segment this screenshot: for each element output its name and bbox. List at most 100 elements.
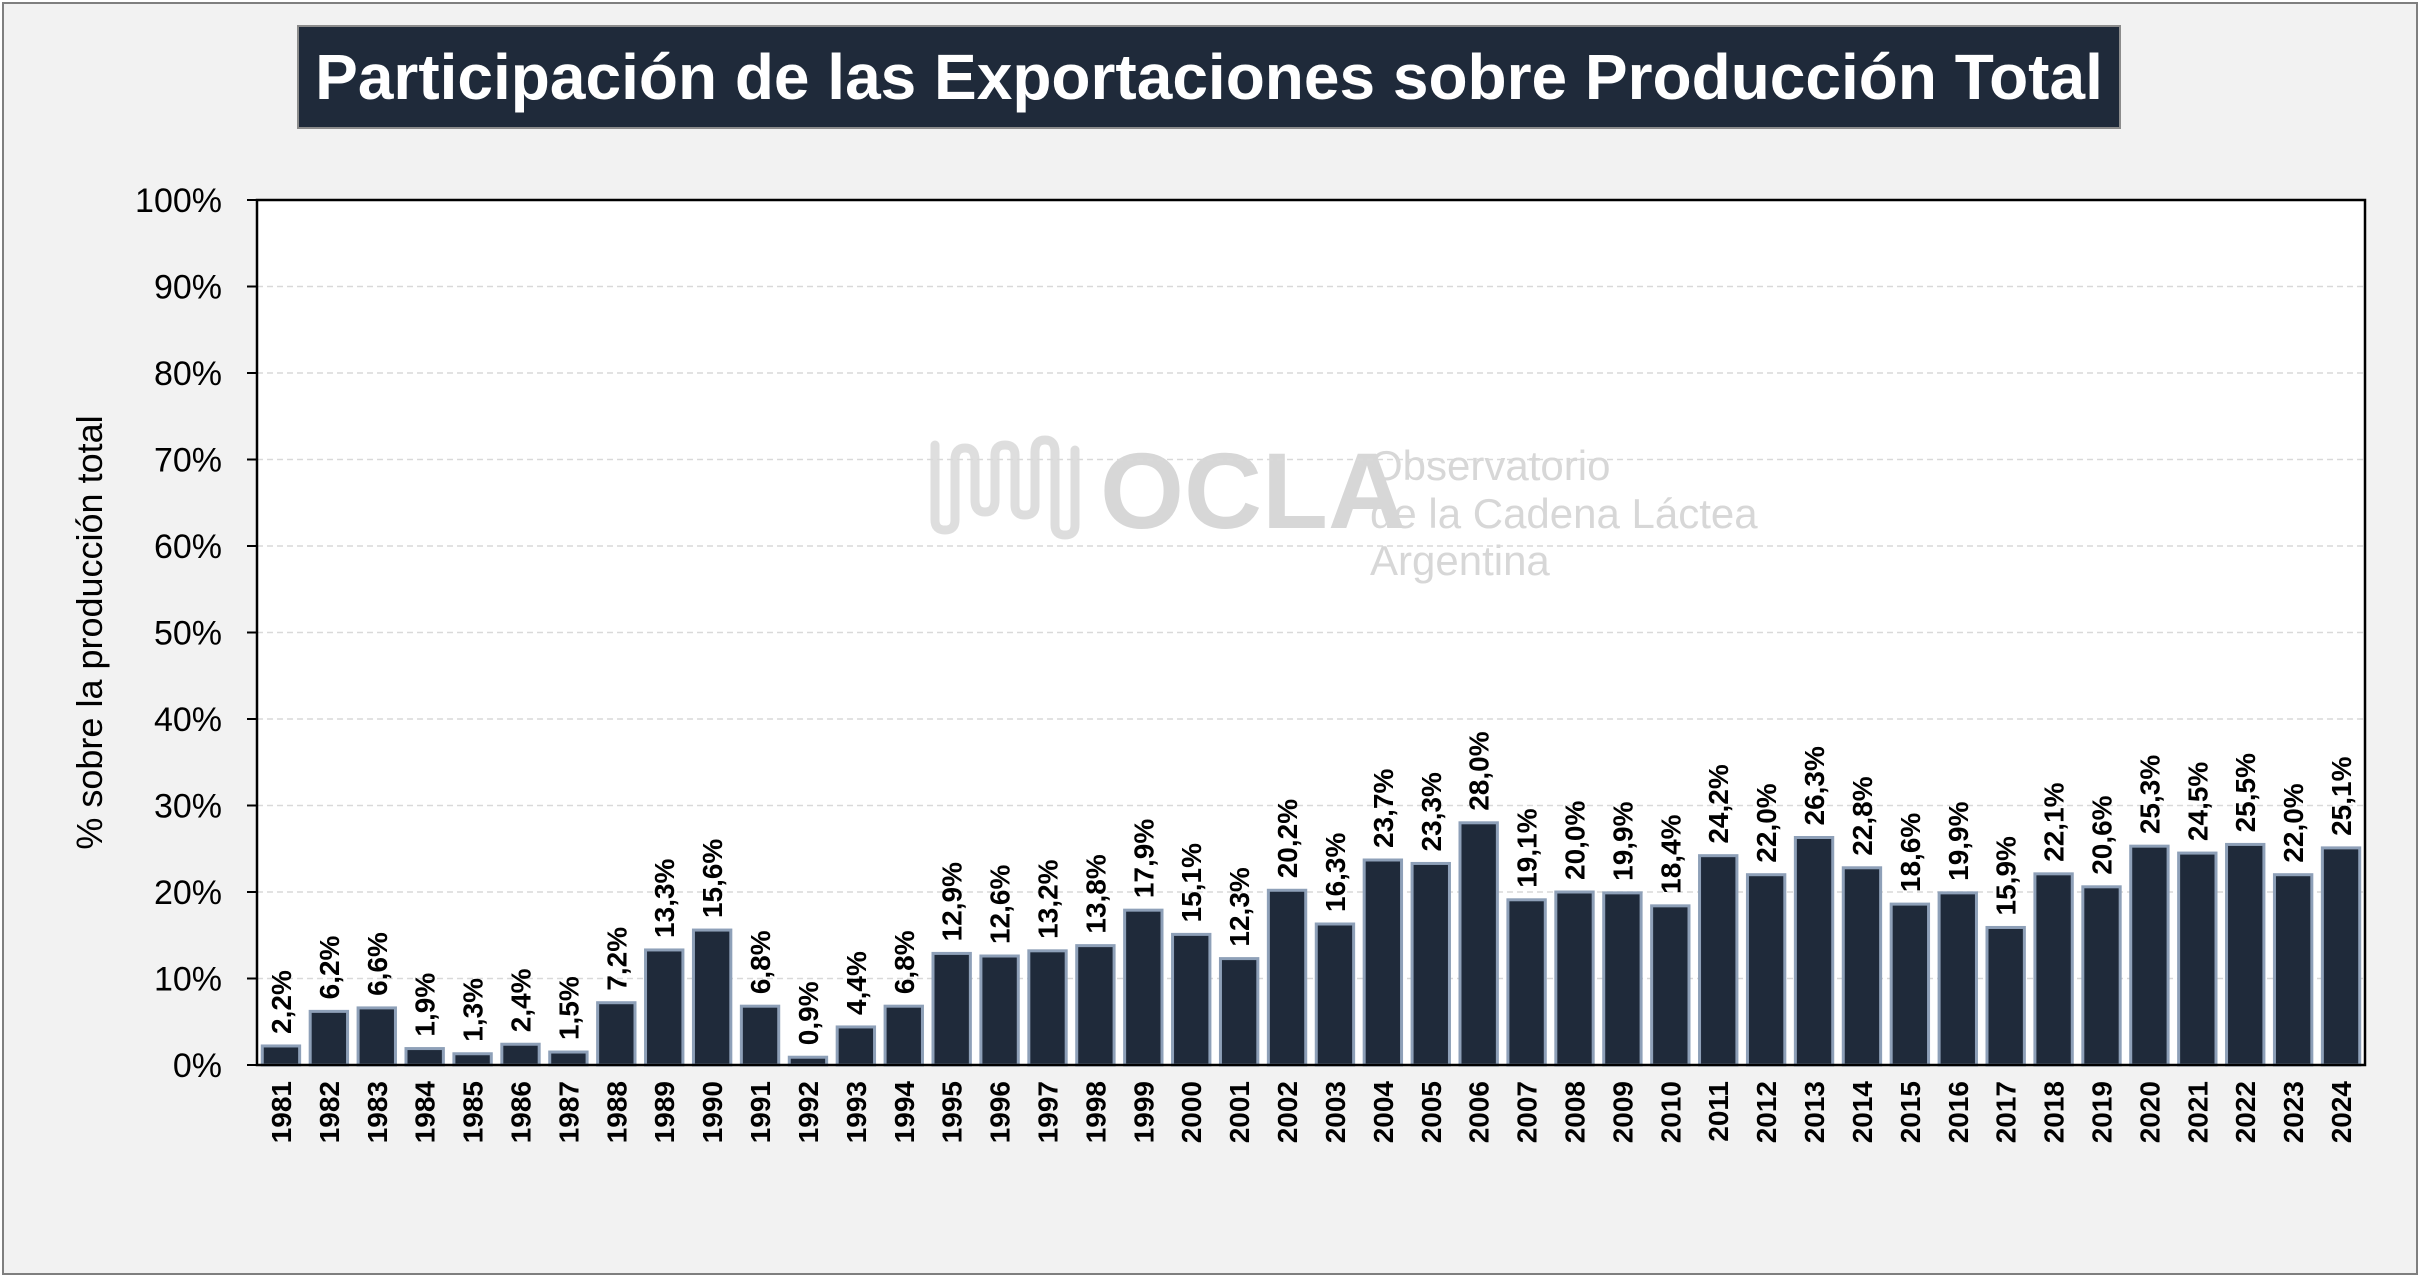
chart-title: Participación de las Exportaciones sobre…: [315, 41, 2103, 113]
bar-2014[interactable]: [1841, 866, 1883, 1067]
data-label: 12,9%: [937, 862, 968, 941]
x-tick-label: 2014: [1847, 1081, 1878, 1144]
data-label: 17,9%: [1128, 819, 1159, 898]
x-tick-label: 2002: [1272, 1081, 1303, 1143]
bar-2024[interactable]: [2320, 846, 2362, 1067]
bar-2005[interactable]: [1410, 861, 1451, 1067]
bar-2019[interactable]: [2081, 885, 2122, 1067]
bar-1981[interactable]: [260, 1044, 302, 1067]
data-label: 6,2%: [314, 935, 345, 999]
data-label: 25,5%: [2230, 753, 2261, 832]
data-label: 22,0%: [2278, 783, 2309, 862]
bar-1985[interactable]: [452, 1052, 493, 1067]
watermark-line-1: Observatorio: [1370, 442, 1610, 489]
bar-2001[interactable]: [1218, 957, 1260, 1067]
data-label: 20,0%: [1560, 801, 1591, 880]
data-label: 23,3%: [1416, 772, 1447, 851]
bar-2008[interactable]: [1554, 890, 1595, 1067]
x-tick-label: 2009: [1607, 1081, 1638, 1143]
bar-2021[interactable]: [2177, 851, 2218, 1067]
bar-2017[interactable]: [1985, 925, 2026, 1067]
data-label: 16,3%: [1320, 833, 1351, 912]
y-tick-label: 30%: [154, 788, 222, 826]
data-label: 19,9%: [1943, 801, 1974, 880]
bar-1987[interactable]: [548, 1050, 589, 1067]
x-tick-label: 1984: [410, 1081, 441, 1144]
data-label: 22,8%: [1847, 776, 1878, 855]
bar-2009[interactable]: [1602, 891, 1643, 1067]
bar-1999[interactable]: [1123, 908, 1164, 1067]
bar-2010[interactable]: [1650, 904, 1691, 1067]
bar-1982[interactable]: [308, 1009, 350, 1067]
bar-1984[interactable]: [404, 1047, 445, 1067]
bar-2023[interactable]: [2272, 873, 2314, 1067]
data-label: 24,2%: [1703, 764, 1734, 843]
bar-1988[interactable]: [596, 1001, 637, 1067]
bar-1995[interactable]: [931, 951, 972, 1067]
bar-1998[interactable]: [1075, 944, 1116, 1067]
bar-1993[interactable]: [835, 1025, 877, 1067]
data-label: 19,1%: [1512, 808, 1543, 887]
y-tick-label: 90%: [154, 269, 222, 307]
bar-2003[interactable]: [1314, 922, 1356, 1067]
data-label: 12,6%: [985, 865, 1016, 944]
data-label: 15,9%: [1991, 836, 2022, 915]
x-tick-label: 2024: [2326, 1081, 2357, 1144]
y-tick-label: 60%: [154, 528, 222, 566]
watermark-logo-text: OCLA: [1100, 430, 1406, 551]
data-label: 25,3%: [2134, 755, 2165, 834]
bar-1996[interactable]: [979, 954, 1020, 1067]
bar-2013[interactable]: [1793, 836, 1835, 1067]
watermark-line-2: de la Cadena Láctea: [1370, 490, 1758, 537]
y-tick-label: 80%: [154, 355, 222, 393]
x-tick-label: 2010: [1655, 1081, 1686, 1143]
bar-2022[interactable]: [2225, 842, 2266, 1067]
wave-logo-icon: [930, 435, 1080, 540]
bar-1991[interactable]: [739, 1004, 781, 1067]
data-label: 15,6%: [697, 839, 728, 918]
bar-2007[interactable]: [1506, 898, 1547, 1067]
y-tick-label: 70%: [154, 442, 222, 480]
x-tick-label: 2023: [2278, 1081, 2309, 1143]
bar-2004[interactable]: [1362, 858, 1404, 1067]
x-tick-label: 1991: [745, 1081, 776, 1143]
data-label: 18,4%: [1655, 814, 1686, 893]
bar-1997[interactable]: [1027, 949, 1068, 1067]
bar-2006[interactable]: [1458, 821, 1499, 1067]
bar-1983[interactable]: [356, 1006, 397, 1067]
bar-2020[interactable]: [2129, 844, 2170, 1067]
bar-1986[interactable]: [500, 1042, 541, 1067]
bar-1994[interactable]: [883, 1004, 924, 1067]
data-label: 13,8%: [1080, 854, 1111, 933]
plot-border: [255, 198, 2367, 1067]
x-tick-label: 1986: [506, 1081, 537, 1143]
x-tick-label: 1996: [985, 1081, 1016, 1143]
bar-2011[interactable]: [1698, 854, 1739, 1067]
data-label: 28,0%: [1464, 731, 1495, 810]
x-tick-label: 2001: [1224, 1081, 1255, 1143]
bar-2002[interactable]: [1266, 888, 1308, 1067]
x-tick-label: 2000: [1176, 1081, 1207, 1143]
x-tick-label: 1993: [841, 1081, 872, 1143]
watermark-line-3: Argentina: [1370, 537, 1550, 584]
bar-1989[interactable]: [644, 948, 685, 1067]
x-tick-label: 2012: [1751, 1081, 1782, 1143]
x-tick-label: 2007: [1512, 1081, 1543, 1143]
data-label: 22,1%: [2039, 782, 2070, 861]
chart-title-box: Participación de las Exportaciones sobre…: [297, 25, 2121, 129]
x-tick-label: 2015: [1895, 1081, 1926, 1143]
data-label: 1,3%: [458, 978, 489, 1042]
data-label: 2,4%: [506, 968, 537, 1032]
bar-2016[interactable]: [1937, 891, 1978, 1067]
x-tick-label: 1982: [314, 1081, 345, 1143]
x-tick-label: 1988: [601, 1081, 632, 1143]
bar-1990[interactable]: [691, 928, 733, 1067]
data-label: 7,2%: [601, 927, 632, 991]
ocla-watermark-logo: OCLA Observatorio de la Cadena Láctea Ar…: [930, 430, 1758, 584]
bar-2015[interactable]: [1889, 902, 1931, 1067]
bar-2018[interactable]: [2033, 872, 2074, 1067]
bar-2012[interactable]: [1745, 873, 1787, 1067]
bar-2000[interactable]: [1171, 932, 1212, 1067]
x-tick-label: 2018: [2039, 1081, 2070, 1143]
data-label: 15,1%: [1176, 843, 1207, 922]
